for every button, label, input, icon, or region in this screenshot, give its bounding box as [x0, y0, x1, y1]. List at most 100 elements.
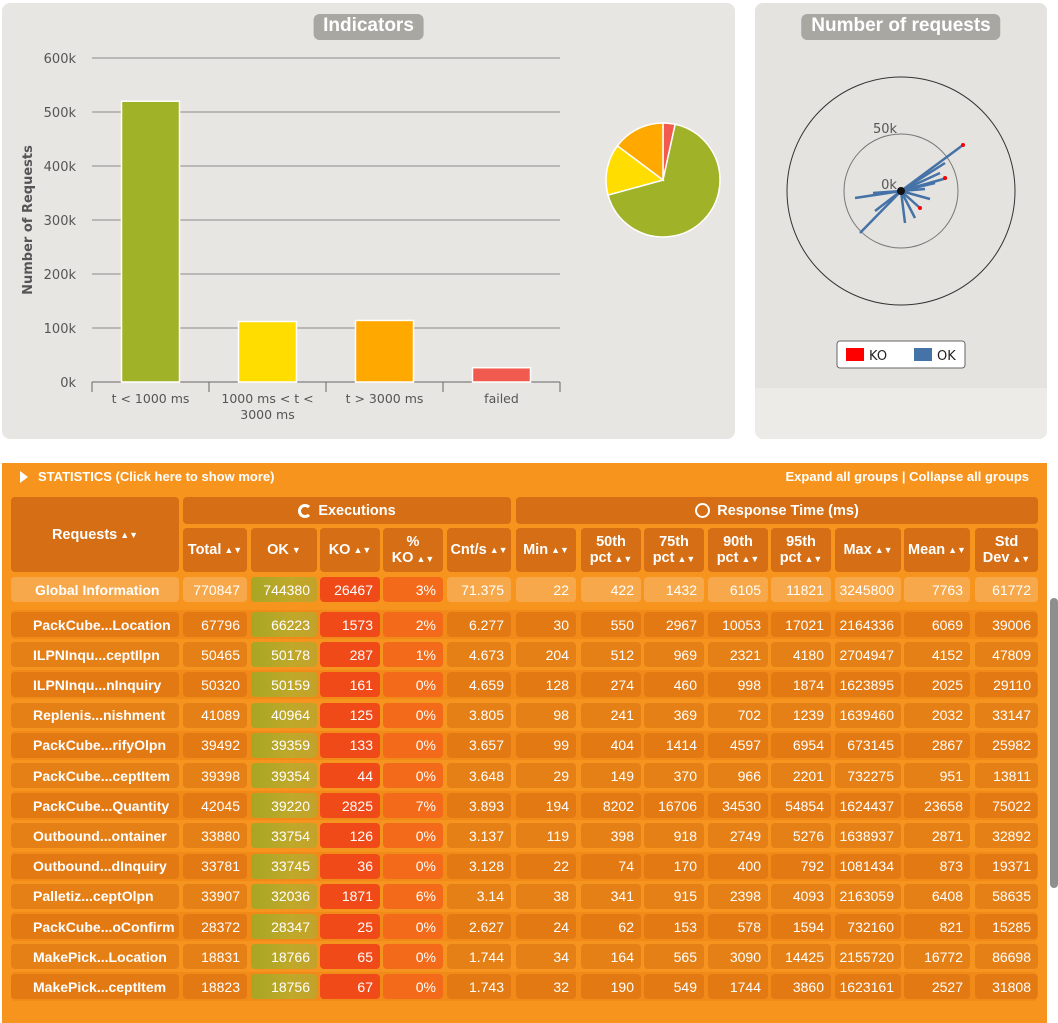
table-row[interactable] [11, 670, 1037, 700]
table-row-name[interactable]: MakePick...Location [11, 944, 179, 970]
table-row-mean: 2871 [904, 823, 970, 849]
table-row-total: 18823 [183, 974, 247, 1000]
table-row-name[interactable]: Outbound...ontainer [11, 823, 179, 849]
table-row-mean: 6069 [904, 612, 970, 637]
legend-label[interactable]: KO [869, 349, 887, 364]
table-row-name[interactable]: PackCube...oConfirm [11, 914, 179, 939]
column-header-95th-pct[interactable]: 95th pct ▲▼ [771, 528, 831, 572]
table-row-ko: 1871 [320, 883, 380, 909]
table-row-50th-pct: 62 [581, 914, 641, 939]
table-row[interactable] [11, 851, 1037, 881]
column-header-total[interactable]: Total ▲▼ [183, 528, 247, 572]
column-header-cnt-s[interactable]: Cnt/s ▲▼ [447, 528, 511, 572]
table-row-mean: 2527 [904, 974, 970, 1000]
table-row-name[interactable]: ILPNInqu...nInquiry [11, 672, 179, 698]
executions-header: Executions [183, 497, 511, 524]
table-row-std-dev: 31808 [975, 974, 1038, 1000]
column-header-label: 50th pct ▲▼ [589, 533, 633, 566]
table-row[interactable] [11, 791, 1037, 821]
table-row[interactable] [11, 972, 1037, 1002]
table-row-min: 38 [516, 883, 576, 909]
pie-slice[interactable] [616, 122, 664, 182]
column-header--ko[interactable]: % KO ▲▼ [383, 528, 443, 572]
global-information-row-ok: 744380 [251, 577, 317, 602]
table-row-total: 39398 [183, 763, 247, 788]
statistics-toggle[interactable]: STATISTICS (Click here to show more) [20, 469, 274, 484]
table-row-name[interactable]: ILPNInqu...ceptIlpn [11, 642, 179, 668]
table-row-95th-pct: 5276 [771, 823, 831, 849]
table-row-cnt-s: 1.743 [447, 974, 511, 1000]
table-row-ko: 67 [320, 974, 380, 1000]
ko-point [943, 176, 947, 180]
table-row-ko: 36 [320, 853, 380, 879]
table-row[interactable] [11, 730, 1037, 760]
table-row[interactable] [11, 700, 1037, 730]
table-row[interactable] [11, 761, 1037, 790]
column-header-75th-pct[interactable]: 75th pct ▲▼ [644, 528, 704, 572]
table-row-name[interactable]: Outbound...dInquiry [11, 853, 179, 879]
column-header-ko[interactable]: KO ▲▼ [320, 528, 380, 572]
statistics-section: STATISTICS (Click here to show more) Exp… [2, 463, 1047, 1023]
ko-point [961, 143, 965, 147]
table-row-name[interactable]: PackCube...Location [11, 612, 179, 637]
table-row-name[interactable]: MakePick...ceptItem [11, 974, 179, 1000]
bar[interactable] [471, 366, 532, 383]
sort-icon: ▲▼ [416, 553, 435, 564]
column-header-50th-pct[interactable]: 50th pct ▲▼ [581, 528, 641, 572]
table-row-90th-pct: 578 [708, 914, 768, 939]
table-row-min: 98 [516, 702, 576, 728]
column-header-90th-pct[interactable]: 90th pct ▲▼ [708, 528, 768, 572]
response-time-header: Response Time (ms) [516, 497, 1038, 524]
ko-point [918, 206, 922, 210]
bar[interactable] [120, 100, 181, 383]
table-row-ok: 40964 [251, 702, 317, 728]
table-row[interactable] [11, 881, 1037, 911]
bar[interactable] [354, 319, 415, 383]
y-tick-label: 300k [44, 214, 77, 229]
scrollbar[interactable] [1050, 598, 1058, 888]
bar[interactable] [237, 320, 298, 383]
expand-all-link[interactable]: Expand all groups [785, 469, 899, 484]
collapse-all-link[interactable]: Collapse all groups [909, 469, 1029, 484]
sort-icon: ▲▼ [120, 529, 139, 540]
table-row-90th-pct: 2749 [708, 823, 768, 849]
table-row[interactable] [11, 942, 1037, 972]
table-row-name[interactable]: Replenis...nishment [11, 702, 179, 728]
ok-spoke [872, 189, 902, 195]
response-time-label: Response Time (ms) [717, 502, 859, 519]
global-information-row-ko: 26467 [320, 577, 380, 602]
column-header-min[interactable]: Min ▲▼ [516, 528, 576, 572]
table-row-mean: 6408 [904, 883, 970, 909]
statistics-header[interactable]: STATISTICS (Click here to show more) Exp… [2, 463, 1047, 491]
table-row-min: 99 [516, 732, 576, 758]
group-controls: Expand all groups | Collapse all groups [786, 469, 1030, 484]
pie-slice[interactable] [605, 144, 665, 196]
table-row[interactable] [11, 610, 1037, 639]
table-row-name[interactable]: Palletiz...ceptOlpn [11, 883, 179, 909]
legend-label[interactable]: OK [937, 349, 956, 364]
pie-slice[interactable] [607, 123, 721, 238]
column-header-max[interactable]: Max ▲▼ [835, 528, 901, 572]
global-information-row-50th-pct: 422 [581, 577, 641, 602]
global-information-row-name[interactable]: Global Information [11, 577, 179, 602]
table-row--ko: 0% [383, 732, 443, 758]
table-row[interactable] [11, 640, 1037, 670]
table-row-name[interactable]: PackCube...rifyOlpn [11, 732, 179, 758]
legend-swatch [846, 348, 864, 361]
requests-header[interactable]: Requests ▲▼ [11, 497, 179, 572]
table-row-min: 29 [516, 763, 576, 788]
table-row-cnt-s: 1.744 [447, 944, 511, 970]
table-row-ok: 28347 [251, 914, 317, 939]
column-header-ok[interactable]: OK ▼ [251, 528, 317, 572]
ok-spoke [899, 190, 907, 224]
table-row[interactable] [11, 821, 1037, 851]
table-row-name[interactable]: PackCube...ceptItem [11, 763, 179, 788]
column-header-std-dev[interactable]: Std Dev ▲▼ [975, 528, 1038, 572]
table-row-95th-pct: 1874 [771, 672, 831, 698]
table-row-cnt-s: 3.893 [447, 793, 511, 819]
table-row--ko: 0% [383, 944, 443, 970]
column-header-label: Std Dev ▲▼ [982, 533, 1031, 566]
table-row-name[interactable]: PackCube...Quantity [11, 793, 179, 819]
column-header-mean[interactable]: Mean ▲▼ [904, 528, 970, 572]
table-row[interactable] [11, 912, 1037, 941]
